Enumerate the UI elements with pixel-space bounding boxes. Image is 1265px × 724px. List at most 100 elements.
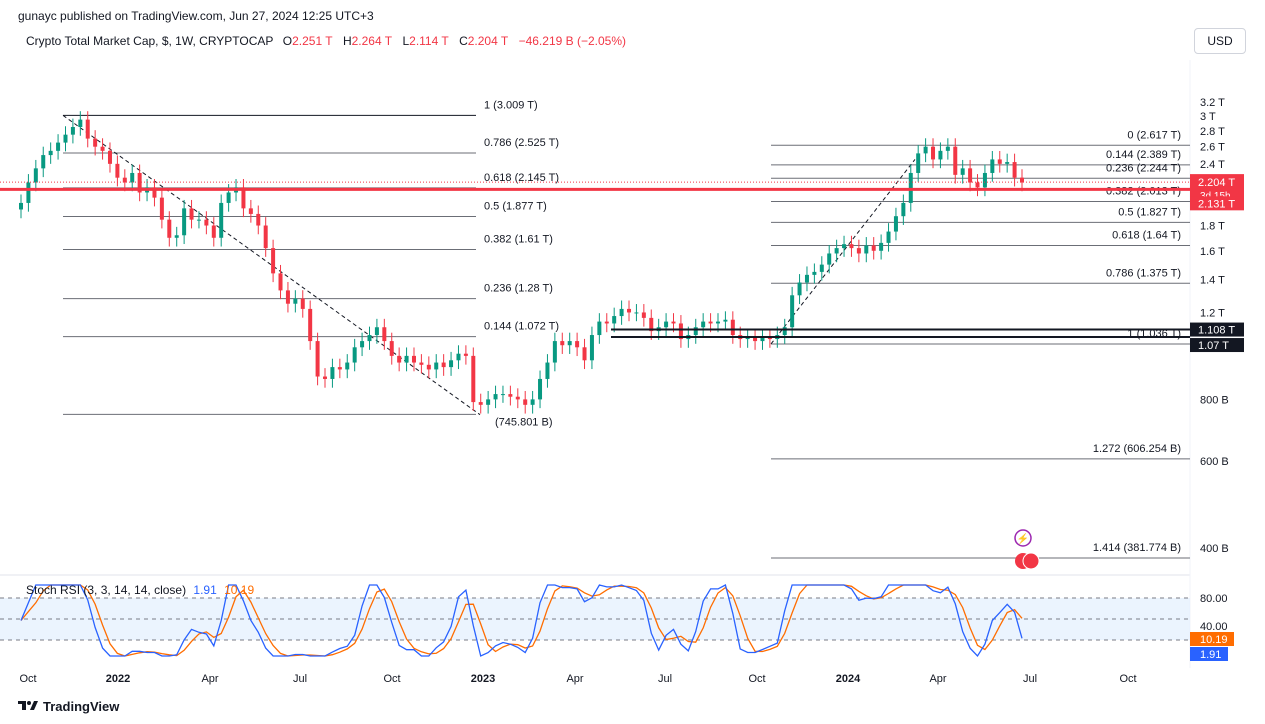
candle-body bbox=[441, 362, 446, 368]
candle-body bbox=[753, 337, 758, 342]
candle-body bbox=[589, 335, 594, 361]
candle-body bbox=[693, 327, 698, 336]
tradingview-brand[interactable]: TradingView bbox=[18, 699, 119, 714]
stoch-rsi-d-value: 10.19 bbox=[224, 583, 255, 597]
brand-name: TradingView bbox=[43, 699, 120, 714]
candle-body bbox=[856, 248, 861, 254]
published-by: gunayc published on TradingView.com, Jun… bbox=[18, 9, 374, 23]
fib-right-level-label: 0 (2.617 T) bbox=[1127, 129, 1181, 141]
candle-body bbox=[271, 248, 276, 274]
close-value: 2.204 T bbox=[467, 34, 509, 48]
tradingview-logo-icon bbox=[18, 699, 38, 714]
candle-body bbox=[664, 321, 669, 328]
y-tick-label: 400 B bbox=[1200, 543, 1229, 555]
candle-body bbox=[960, 168, 965, 175]
candle-body bbox=[367, 335, 372, 342]
high-value: 2.264 T bbox=[351, 34, 393, 48]
candle-body bbox=[70, 126, 75, 135]
candle-body bbox=[374, 327, 379, 336]
candle-body bbox=[715, 321, 720, 324]
candle-body bbox=[493, 394, 498, 400]
candle-body bbox=[634, 312, 639, 314]
y-tick-label: 1.4 T bbox=[1200, 274, 1225, 286]
candle-body bbox=[486, 399, 491, 405]
x-tick-label: Apr bbox=[566, 673, 583, 685]
candle-body bbox=[196, 219, 201, 221]
candle-body bbox=[471, 355, 476, 403]
stoch-rsi-k-value: 1.91 bbox=[193, 583, 217, 597]
fib-right-level-label: 0.236 (2.244 T) bbox=[1106, 162, 1181, 174]
candle-body bbox=[152, 187, 157, 198]
candle-body bbox=[730, 319, 735, 336]
y-tick-label: 3 T bbox=[1200, 111, 1216, 123]
y-tick-label: 2.8 T bbox=[1200, 126, 1225, 138]
candle-body bbox=[982, 172, 987, 188]
high-key: H bbox=[342, 34, 352, 48]
rsi-tick-label: 80.00 bbox=[1200, 593, 1228, 605]
candle-body bbox=[389, 341, 394, 356]
candle-body bbox=[174, 235, 179, 238]
candle-body bbox=[411, 355, 416, 363]
y-tick-label: 2.6 T bbox=[1200, 142, 1225, 154]
x-tick-label: Oct bbox=[748, 673, 765, 685]
candle-body bbox=[997, 159, 1002, 164]
x-tick-label: Oct bbox=[383, 673, 400, 685]
candle-body bbox=[167, 219, 172, 238]
candle-body bbox=[41, 155, 46, 169]
candle-body bbox=[315, 341, 320, 377]
candle-body bbox=[285, 290, 290, 304]
symbol-title[interactable]: Crypto Total Market Cap, $, 1W, CRYPTOCA… bbox=[26, 34, 274, 48]
candle-body bbox=[552, 341, 557, 363]
candle-body bbox=[560, 341, 565, 346]
stoch-rsi-label[interactable]: Stoch RSI (3, 3, 14, 14, close) bbox=[26, 583, 187, 597]
y-tick-label: 1.6 T bbox=[1200, 246, 1225, 258]
fib-left-level-label: 0.236 (1.28 T) bbox=[484, 283, 553, 295]
candle-body bbox=[597, 321, 602, 336]
candle-body bbox=[159, 197, 164, 220]
candle-body bbox=[938, 150, 943, 160]
price-tag-107-bg bbox=[1190, 338, 1244, 353]
fib-left-level-label: 0.5 (1.877 T) bbox=[484, 201, 547, 213]
candle-body bbox=[923, 146, 928, 154]
candle-body bbox=[56, 142, 61, 151]
candle-body bbox=[1005, 162, 1010, 164]
candle-body bbox=[107, 150, 112, 164]
candle-body bbox=[612, 316, 617, 324]
candle-body bbox=[478, 402, 483, 405]
candle-body bbox=[641, 312, 646, 318]
candle-body bbox=[48, 150, 53, 156]
candle-body bbox=[63, 134, 68, 143]
candle-body bbox=[26, 182, 31, 203]
price-tag-line: 2.131 T bbox=[1198, 198, 1235, 210]
y-tick-label: 800 B bbox=[1200, 394, 1229, 406]
close-key: C bbox=[459, 34, 468, 48]
candle-body bbox=[1012, 162, 1017, 178]
candle-body bbox=[434, 362, 439, 370]
rsi-tick-label: 40.00 bbox=[1200, 621, 1228, 633]
candle-body bbox=[19, 202, 23, 210]
x-tick-label: Apr bbox=[929, 673, 946, 685]
candle-body bbox=[523, 399, 528, 405]
candle-body bbox=[300, 298, 305, 309]
candle-body bbox=[278, 273, 283, 291]
candle-body bbox=[760, 337, 765, 342]
candle-body bbox=[797, 282, 802, 296]
candle-body bbox=[916, 153, 921, 173]
price-tag-1108: 1.108 T bbox=[1198, 325, 1235, 337]
fib-right-level-label: 0.144 (2.389 T) bbox=[1106, 149, 1181, 161]
fib-right-level-label: 0.618 (1.64 T) bbox=[1112, 229, 1181, 241]
candle-body bbox=[189, 208, 194, 220]
candle-body bbox=[745, 337, 750, 340]
rsi-d-tag: 10.19 bbox=[1200, 634, 1228, 646]
y-tick-label: 1.2 T bbox=[1200, 307, 1225, 319]
candle-body bbox=[100, 146, 105, 151]
candle-body bbox=[308, 308, 313, 342]
candle-body bbox=[879, 242, 884, 251]
currency-button[interactable]: USD bbox=[1194, 28, 1246, 54]
change-value: −46.219 B (−2.05%) bbox=[518, 34, 626, 48]
candle-body bbox=[122, 177, 127, 183]
candle-body bbox=[849, 244, 854, 249]
candle-body bbox=[671, 321, 676, 324]
candle-body bbox=[678, 323, 683, 340]
